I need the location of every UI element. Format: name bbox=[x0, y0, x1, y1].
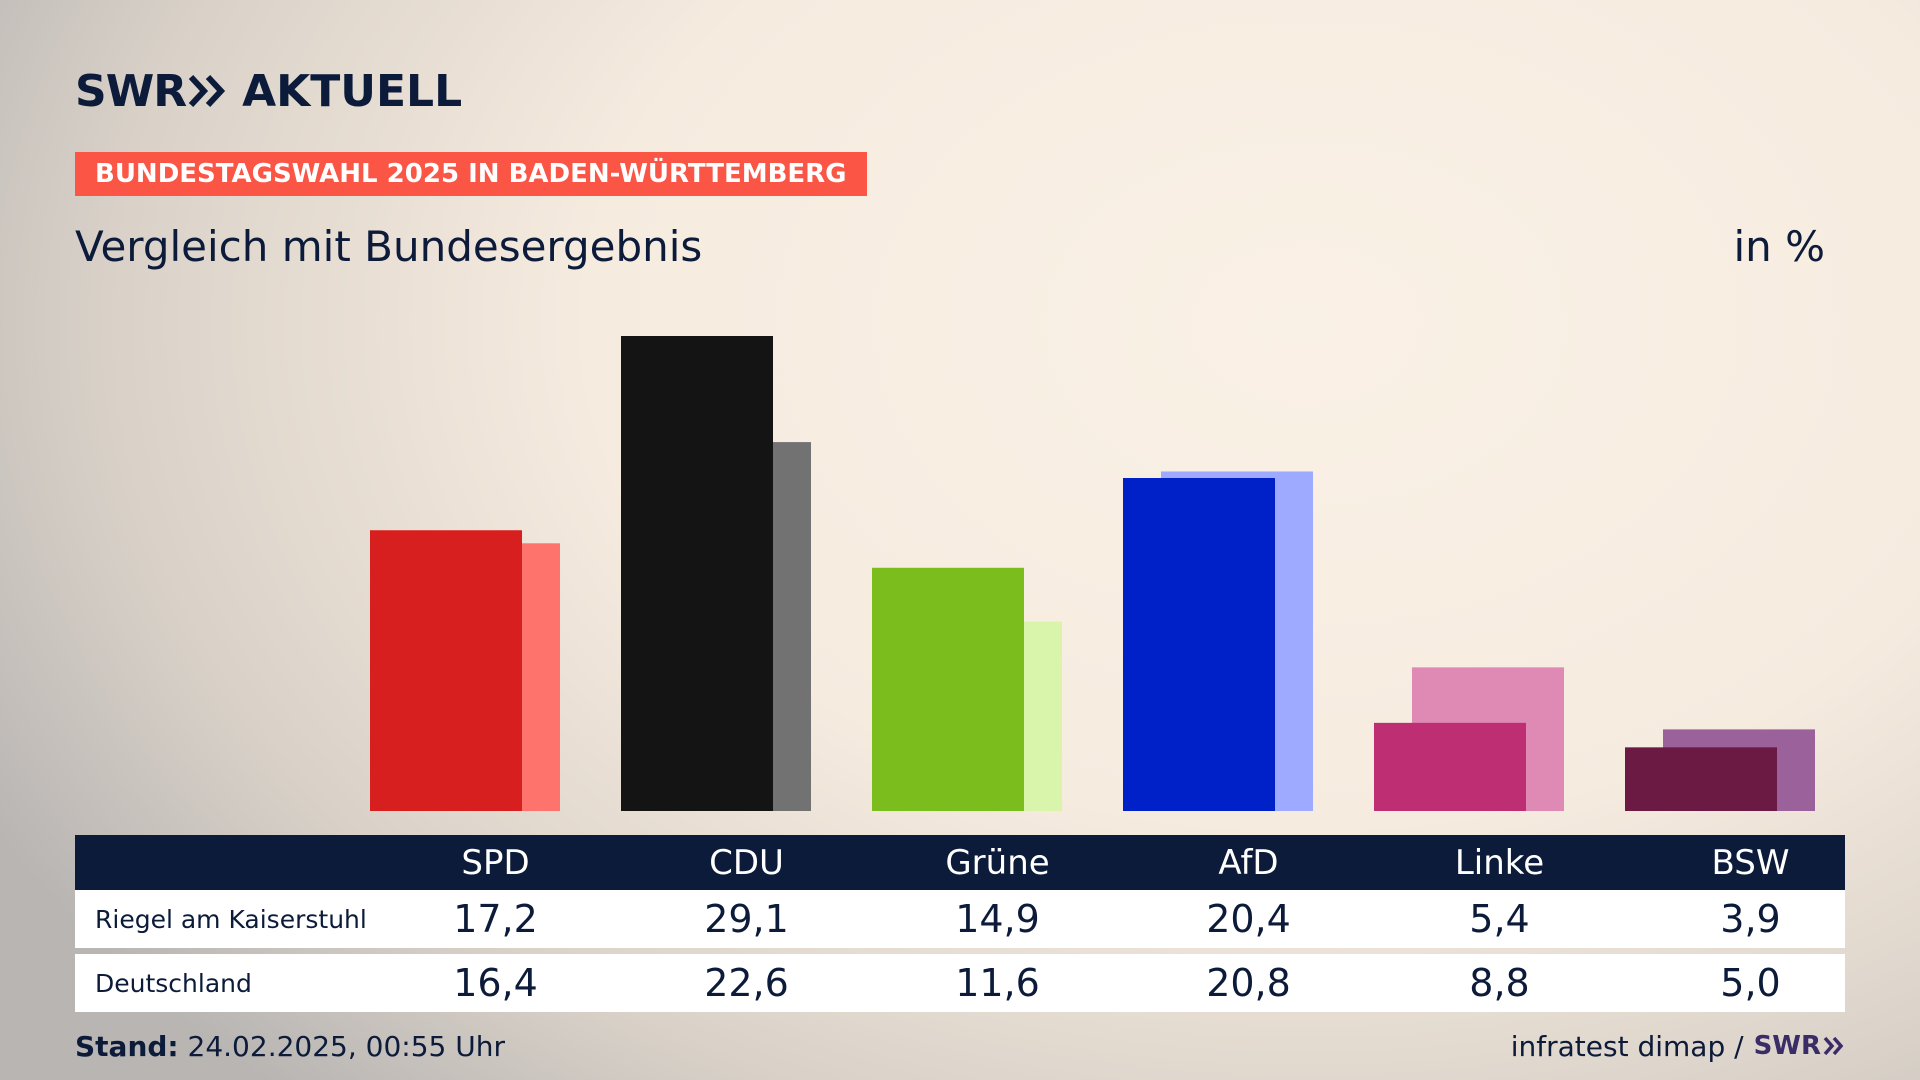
bar-spd-local bbox=[370, 530, 522, 811]
row-label-national: Deutschland bbox=[95, 968, 252, 998]
swr-aktuell-logo: SWR AKTUELL bbox=[75, 65, 463, 117]
bar-cdu-local bbox=[621, 336, 773, 811]
bar-bsw-local bbox=[1625, 747, 1777, 811]
table-row-local: Riegel am Kaiserstuhl 17,2 29,1 14,9 20,4 5,… bbox=[75, 890, 1845, 948]
bar-afd-local bbox=[1123, 478, 1275, 811]
stand-value: 24.02.2025, 00:55 Uhr bbox=[187, 1030, 505, 1063]
results-table: SPD CDU Grüne AfD Linke BSW Riegel am Kaisers… bbox=[75, 835, 1845, 1012]
small-double-chevron-icon bbox=[1823, 1036, 1844, 1056]
logo-swr-text: SWR bbox=[75, 65, 187, 117]
chart-subtitle: Vergleich mit Bundesergebnis bbox=[75, 222, 703, 271]
category-label-spd: SPD bbox=[461, 842, 530, 883]
table-header: SPD CDU Grüne AfD Linke BSW bbox=[75, 835, 1845, 890]
value-spd-national: 16,4 bbox=[453, 961, 538, 1005]
row-label-local: Riegel am Kaiserstuhl bbox=[95, 904, 367, 934]
unit-label: in % bbox=[1733, 222, 1825, 271]
bar-gruene-local bbox=[872, 567, 1024, 811]
value-bsw-national: 5,0 bbox=[1720, 961, 1781, 1005]
category-label-linke: Linke bbox=[1454, 842, 1545, 883]
value-afd-local: 20,4 bbox=[1206, 897, 1291, 941]
timestamp: Stand: 24.02.2025, 00:55 Uhr bbox=[75, 1030, 505, 1063]
double-chevron-icon bbox=[188, 74, 226, 108]
value-cdu-national: 22,6 bbox=[704, 961, 789, 1005]
category-label-gruene: Grüne bbox=[945, 842, 1050, 883]
value-spd-local: 17,2 bbox=[453, 897, 538, 941]
table-row-national: Deutschland 16,4 22,6 11,6 20,8 8,8 5,0 bbox=[75, 954, 1845, 1012]
value-bsw-local: 3,9 bbox=[1720, 897, 1781, 941]
stand-label: Stand: bbox=[75, 1030, 179, 1063]
source-text: infratest dimap / bbox=[1510, 1029, 1744, 1063]
election-tag: BUNDESTAGSWAHL 2025 IN BADEN-WÜRTTEMBERG bbox=[75, 152, 867, 196]
bar-linke-local bbox=[1374, 722, 1526, 811]
category-label-cdu: CDU bbox=[709, 842, 784, 883]
value-gruene-local: 14,9 bbox=[955, 897, 1040, 941]
source-brand: SWR bbox=[1753, 1031, 1821, 1061]
source-credit: infratest dimap / SWR bbox=[1511, 1028, 1845, 1064]
value-gruene-national: 11,6 bbox=[955, 961, 1040, 1005]
value-linke-local: 5,4 bbox=[1469, 897, 1530, 941]
value-cdu-local: 29,1 bbox=[704, 897, 789, 941]
value-linke-national: 8,8 bbox=[1469, 961, 1530, 1005]
logo-aktuell-text: AKTUELL bbox=[242, 65, 463, 117]
category-label-bsw: BSW bbox=[1711, 842, 1790, 883]
value-afd-national: 20,8 bbox=[1206, 961, 1291, 1005]
category-label-afd: AfD bbox=[1218, 842, 1279, 883]
